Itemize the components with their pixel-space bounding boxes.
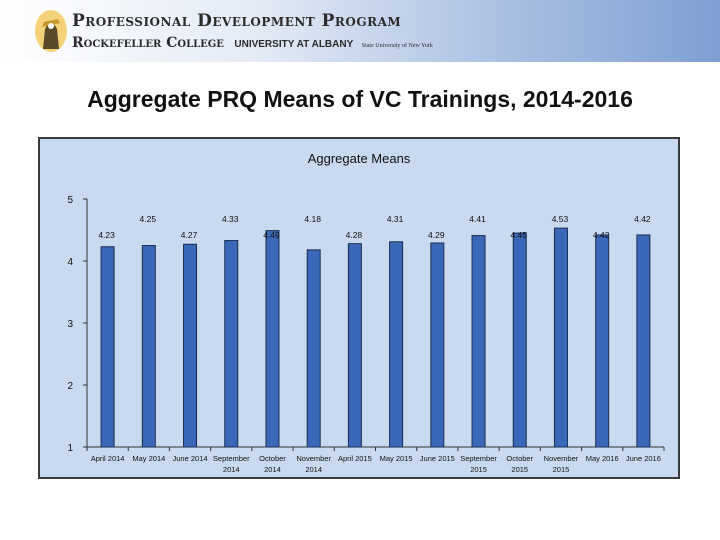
bar — [595, 234, 610, 448]
bar-value-label: 4.28 — [346, 230, 363, 240]
college-logo-icon — [35, 10, 67, 52]
chart-title: Aggregate Means — [308, 151, 411, 166]
bar-value-label: 4.27 — [181, 230, 198, 240]
bar — [183, 243, 198, 448]
x-category-label: 2015 — [470, 465, 487, 474]
x-category-label: April 2014 — [91, 454, 125, 463]
chart-frame: Aggregate Means 1 2 3 4 5 4.23 April 2014 4.25 Ma… — [38, 137, 680, 479]
suny-name: State University of New York — [361, 43, 433, 49]
x-category-label: 2014 — [223, 465, 240, 474]
bar — [471, 235, 486, 448]
bar — [512, 232, 527, 448]
bar — [100, 246, 115, 448]
x-category-label: 2014 — [264, 465, 281, 474]
x-category-label: June 2016 — [626, 454, 661, 463]
x-category-label: May 2014 — [132, 454, 165, 463]
x-category-label: 2015 — [511, 465, 528, 474]
bar-value-label: 4.41 — [469, 214, 486, 224]
x-category-label: November — [544, 454, 579, 463]
bar — [636, 234, 651, 448]
header-banner: Professional Development Program Rockefe… — [0, 0, 720, 62]
y-tick-label: 2 — [67, 381, 73, 392]
college-name: Rockefeller College — [72, 35, 224, 51]
bar — [265, 230, 280, 448]
bar — [347, 243, 362, 448]
bar-value-label: 4.18 — [304, 214, 321, 224]
slide-title: Aggregate PRQ Means of VC Trainings, 201… — [87, 86, 633, 112]
university-name: UNIVERSITY AT ALBANY — [234, 39, 354, 50]
x-category-label: September — [213, 454, 250, 463]
bar — [306, 249, 321, 448]
bar — [430, 242, 445, 448]
x-category-label: May 2015 — [380, 454, 413, 463]
bar-value-label: 4.31 — [387, 214, 404, 224]
y-tick-label: 1 — [67, 443, 73, 454]
bar-value-label: 4.45 — [510, 230, 527, 240]
bar-value-label: 4.23 — [98, 230, 115, 240]
bar-value-label: 4.49 — [263, 230, 280, 240]
bar — [553, 227, 568, 448]
bar — [141, 245, 156, 448]
y-tick-label: 3 — [67, 319, 73, 330]
program-name: Professional Development Program — [72, 11, 402, 31]
x-category-label: October — [506, 454, 533, 463]
bar — [389, 241, 404, 448]
bar-value-label: 4.25 — [140, 214, 157, 224]
x-category-label: October — [259, 454, 286, 463]
college-line: Rockefeller College UNIVERSITY AT ALBANY… — [72, 34, 433, 52]
bar-value-label: 4.53 — [552, 214, 569, 224]
bar — [224, 240, 239, 448]
x-category-label: September — [460, 454, 497, 463]
y-tick-label: 5 — [67, 195, 73, 206]
x-category-label: 2015 — [553, 465, 570, 474]
x-category-label: June 2015 — [420, 454, 455, 463]
bar-value-label: 4.42 — [634, 214, 651, 224]
bar-chart: Aggregate Means 1 2 3 4 5 4.23 April 2014 4.25 Ma… — [67, 151, 665, 474]
x-category-label: April 2015 — [338, 454, 372, 463]
bar-value-label: 4.29 — [428, 230, 445, 240]
y-tick-label: 4 — [67, 257, 73, 268]
x-category-label: November — [296, 454, 331, 463]
x-category-label: May 2016 — [586, 454, 619, 463]
x-category-label: 2014 — [305, 465, 322, 474]
bar-value-label: 4.42 — [593, 230, 610, 240]
x-category-label: June 2014 — [173, 454, 208, 463]
bar-value-label: 4.33 — [222, 214, 239, 224]
